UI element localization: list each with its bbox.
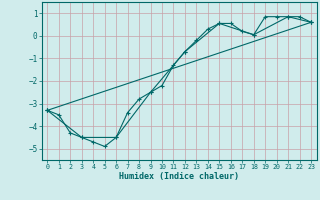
X-axis label: Humidex (Indice chaleur): Humidex (Indice chaleur) [119, 172, 239, 181]
